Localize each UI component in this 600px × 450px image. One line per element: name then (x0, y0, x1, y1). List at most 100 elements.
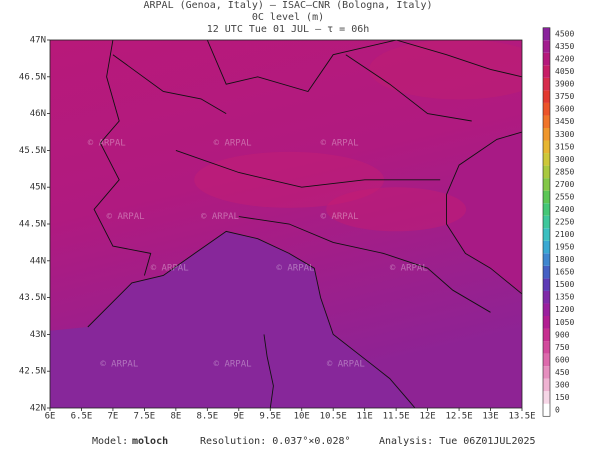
colorbar-segment (543, 278, 550, 291)
field-patch (369, 40, 522, 100)
colorbar-segment (543, 27, 550, 41)
colorbar-segment (543, 140, 550, 154)
x-tick-label: 9E (233, 412, 244, 422)
y-tick-label: 42N (30, 404, 46, 414)
x-tick-label: 13.5E (508, 412, 535, 422)
y-tick-label: 44N (30, 256, 46, 266)
colorbar-segment (543, 366, 550, 379)
x-tick-label: 12E (419, 412, 435, 422)
colorbar-label: 2700 (555, 180, 574, 189)
colorbar-label: 4350 (555, 42, 574, 51)
colorbar-segment (543, 215, 550, 229)
colorbar-segment (543, 303, 550, 316)
colorbar-label: 3000 (555, 155, 574, 164)
colorbar-segment (543, 228, 550, 241)
colorbar-segment (543, 391, 550, 404)
colorbar-label: 1800 (555, 255, 574, 264)
x-tick-label: 11E (357, 412, 373, 422)
x-tick-label: 6E (45, 412, 56, 422)
y-tick-label: 46.5N (19, 72, 46, 82)
coastline (93, 40, 152, 276)
coastline (87, 230, 416, 408)
header-line: 12 UTC Tue 01 JUL – τ = 06h (207, 24, 370, 35)
field-patch (326, 187, 467, 232)
colorbar-label: 4200 (555, 55, 574, 64)
watermark: © ARPAL (321, 212, 359, 222)
colorbar-segment (543, 90, 550, 103)
coastline (345, 54, 472, 122)
colorbar-label: 2100 (555, 230, 574, 239)
colorbar-segment (543, 115, 550, 128)
y-tick-label: 46N (30, 109, 46, 119)
colorbar-label: 3150 (555, 142, 574, 151)
colorbar-label: 4050 (555, 67, 574, 76)
colorbar-label: 3450 (555, 117, 574, 126)
colorbar-label: 0 (555, 406, 560, 415)
header-line: ARPAL (Genoa, Italy) – ISAC–CNR (Bologna… (144, 0, 433, 11)
coastline (263, 334, 274, 408)
footer-text: Resolution: 0.037°×0.028° (200, 436, 351, 447)
watermark: © ARPAL (214, 359, 252, 369)
sea-area (446, 132, 522, 294)
colorbar-label: 3600 (555, 105, 574, 114)
colorbar-label: 3300 (555, 130, 574, 139)
colorbar-label: 2250 (555, 218, 574, 227)
colorbar-label: 450 (555, 368, 570, 377)
x-tick-label: 13E (482, 412, 498, 422)
header-line: 0C level (m) (252, 12, 324, 23)
watermark: © ARPAL (327, 359, 365, 369)
coastline (238, 216, 491, 313)
watermark: © ARPAL (201, 212, 239, 222)
colorbar-segment (543, 316, 550, 329)
colorbar-label: 4500 (555, 30, 574, 39)
colorbar-label: 2550 (555, 192, 574, 201)
y-tick-label: 43N (30, 330, 46, 340)
colorbar-label: 1650 (555, 268, 574, 277)
colorbar-segment (543, 265, 550, 279)
colorbar-segment (543, 341, 550, 354)
colorbar-segment (543, 128, 550, 141)
watermark: © ARPAL (390, 264, 428, 274)
colorbar-frame (542, 27, 551, 417)
watermark: © ARPAL (277, 264, 315, 274)
x-tick-label: 8.5E (196, 412, 218, 422)
y-tick-label: 42.5N (19, 367, 46, 377)
colorbar-segment (543, 190, 550, 204)
y-tick-label: 44.5N (19, 220, 46, 230)
colorbar-segment (543, 65, 550, 78)
y-tick-label: 45N (30, 183, 46, 193)
watermark: © ARPAL (100, 359, 138, 369)
colorbar-segment (543, 353, 550, 367)
colorbar-segment (543, 328, 550, 342)
footer-text: moloch (132, 436, 168, 447)
colorbar-segment (543, 102, 550, 116)
colorbar-segment (543, 178, 550, 191)
map-field: © ARPAL © ARPAL © ARPAL © ARPAL © ARPAL © ARP… (50, 40, 522, 408)
colorbar-label: 1200 (555, 305, 574, 314)
x-tick-label: 10.5E (320, 412, 347, 422)
colorbar-label: 150 (555, 393, 570, 402)
x-tick-label: 7.5E (134, 412, 156, 422)
colorbar-label: 2400 (555, 205, 574, 214)
colorbar-segment (543, 378, 550, 392)
colorbar-label: 2850 (555, 167, 574, 176)
watermark: © ARPAL (107, 212, 145, 222)
colorbar-label: 1950 (555, 243, 574, 252)
colorbar-segment (543, 403, 550, 417)
field-patch (194, 151, 385, 208)
x-tick-label: 12.5E (446, 412, 473, 422)
coastline (206, 40, 522, 93)
colorbar-label: 3750 (555, 92, 574, 101)
x-tick-label: 9.5E (259, 412, 281, 422)
colorbar-label: 3900 (555, 80, 574, 89)
colorbar-segment (543, 290, 550, 304)
coastline (446, 131, 522, 295)
watermark: © ARPAL (151, 264, 189, 274)
watermark: © ARPAL (214, 139, 252, 149)
colorbar-label: 1350 (555, 293, 574, 302)
colorbar-segment (543, 203, 550, 216)
x-tick-label: 10E (294, 412, 310, 422)
colorbar-label: 900 (555, 330, 570, 339)
colorbar-segment (543, 77, 550, 91)
